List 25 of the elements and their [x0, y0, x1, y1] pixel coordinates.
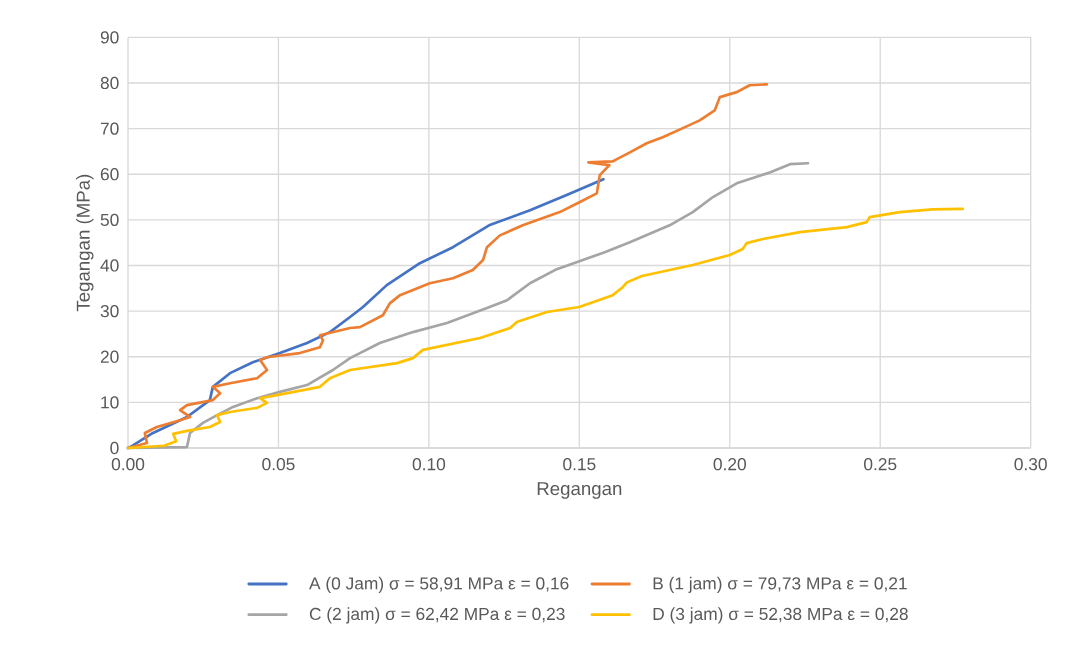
x-axis-title: Regangan — [537, 482, 622, 499]
legend-label: B (1 jam) σ = 79,73 MPa ε = 0,21 — [653, 576, 907, 593]
x-tick-label: 0.15 — [563, 458, 596, 471]
legend-label: A (0 Jam) σ = 58,91 MPa ε = 0,16 — [309, 576, 569, 593]
y-axis-title: Tegangan (MPa) — [76, 174, 94, 312]
y-tick-label: 70 — [100, 122, 119, 135]
x-tick-label: 0.00 — [111, 458, 145, 471]
y-tick-label: 50 — [100, 213, 119, 226]
y-tick-label: 40 — [100, 259, 119, 272]
x-tick-label: 0.10 — [412, 458, 446, 471]
y-tick-label: 10 — [101, 396, 119, 409]
x-tick-label: 0.25 — [864, 458, 897, 471]
line-series — [126, 83, 769, 450]
x-tick-label: 0.30 — [1014, 458, 1047, 471]
y-tick-label: 20 — [100, 350, 119, 363]
x-tick-label: 0.05 — [262, 458, 295, 471]
x-tick-label: 0.20 — [713, 458, 746, 471]
line-series — [126, 207, 965, 450]
y-tick-label: 30 — [100, 304, 119, 318]
y-tick-label: 60 — [100, 168, 119, 181]
legend-label: D (3 jam) σ = 52,38 MPa ε = 0,28 — [653, 607, 908, 624]
legend-label: C (2 jam) σ = 62,42 MPa ε = 0,23 — [309, 607, 565, 624]
y-tick-label: 90 — [100, 31, 119, 44]
y-tick-label: 80 — [100, 76, 119, 90]
y-tick-label: 0 — [110, 441, 119, 455]
